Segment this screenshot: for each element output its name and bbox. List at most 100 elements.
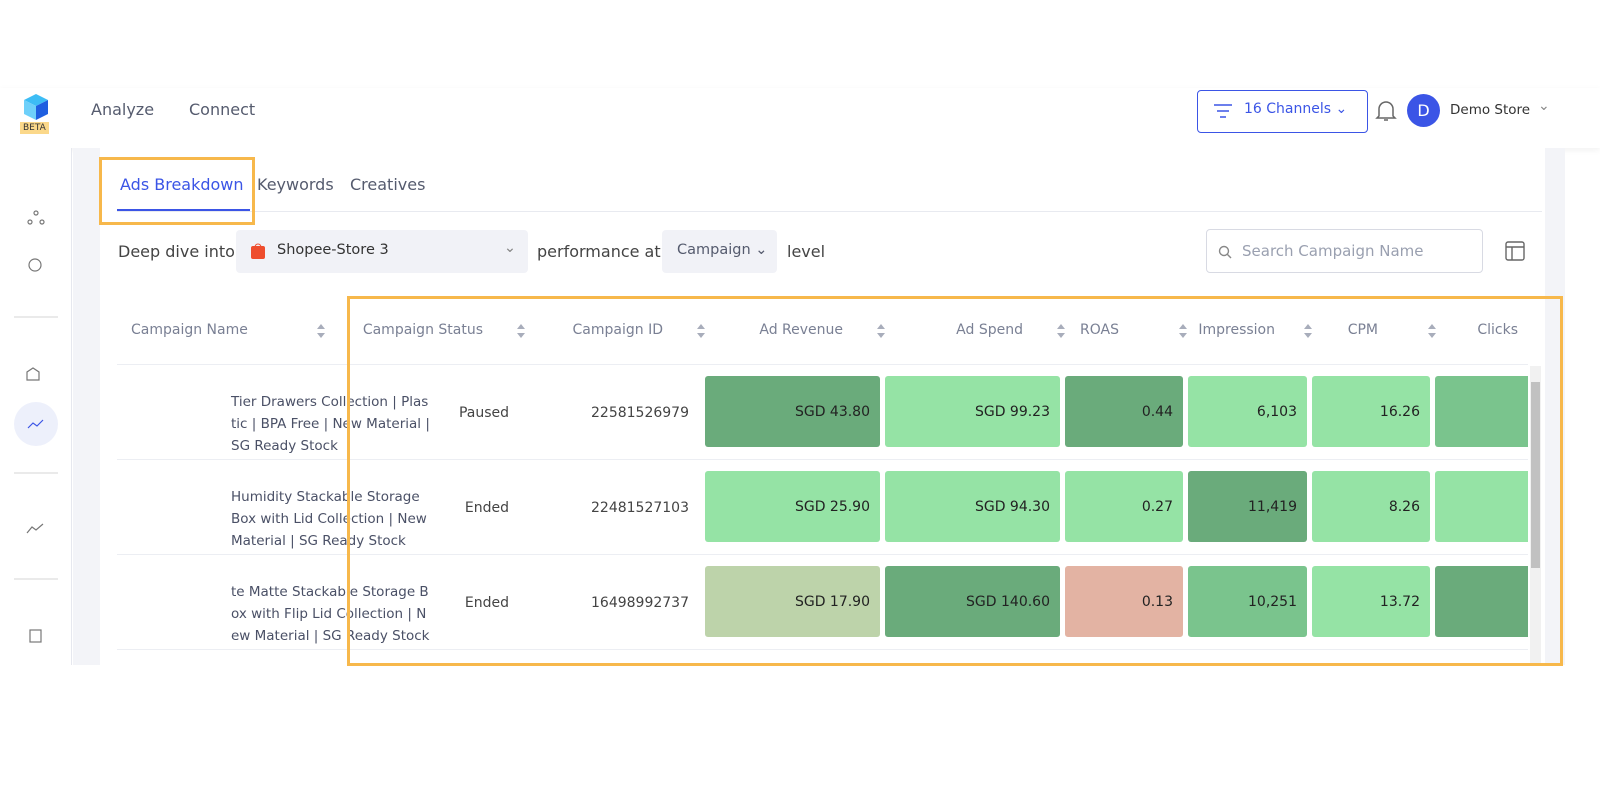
beta-badge: BETA [20, 122, 49, 134]
column-header: ROAS [1080, 322, 1119, 338]
metric-value: SGD 94.30 [974, 498, 1050, 515]
level-select-label: Campaign [677, 242, 751, 258]
nav-link[interactable]: Analyze [91, 100, 155, 119]
campaign-name: Tier Drawers Collection | Plastic | BPA … [231, 394, 430, 454]
campaign-id: 16498992737 [591, 595, 689, 611]
column-header: Impression [1198, 322, 1275, 338]
metric-cell: 10,251 [1188, 566, 1307, 637]
campaign-id: 22581526979 [591, 405, 689, 421]
campaign-status: Paused [458, 405, 509, 421]
sidebar [0, 148, 72, 665]
metric-value: 0.27 [1141, 498, 1173, 515]
highlight-box [347, 296, 1563, 666]
filter-text: level [787, 242, 826, 261]
metric-cell: SGD 17.90 [705, 566, 880, 637]
metric-cell: 0.27 [1065, 471, 1183, 542]
table: Campaign Name Campaign Status Campaign ID A… [100, 148, 1528, 665]
bell-icon[interactable] [1374, 98, 1398, 124]
tab[interactable]: Ads Breakdown [120, 175, 244, 194]
store-select[interactable]: Shopee-Store 3 ⌄ [236, 230, 528, 273]
metric-cell: 13.72 [1312, 566, 1430, 637]
metric-cell [1435, 376, 1528, 447]
metric-value: 0.44 [1141, 403, 1173, 420]
scrollbar-track [1530, 366, 1541, 665]
campaign-status: Ended [464, 595, 509, 611]
metric-cell: 0.44 [1065, 376, 1183, 447]
sort-icon [876, 321, 886, 341]
campaign-id: 22481527103 [591, 500, 689, 516]
metric-cell: SGD 99.23 [885, 376, 1060, 447]
store-name[interactable]: Demo Store [1450, 102, 1531, 118]
column-header: Campaign Status [362, 322, 483, 338]
filter-text: performance at [537, 242, 661, 261]
scrollbar-thumb [1531, 382, 1540, 568]
sort-icon [1303, 321, 1313, 341]
metric-value: 6,103 [1256, 403, 1297, 420]
row-divider [117, 459, 1528, 460]
metric-value: 8.26 [1388, 498, 1420, 515]
sort-icon [1178, 321, 1188, 341]
metric-value: 11,419 [1248, 498, 1297, 515]
sort-icon [1427, 321, 1437, 341]
column-header: CPM [1347, 322, 1378, 338]
tab-underline [117, 209, 250, 211]
metric-value: 0.13 [1141, 593, 1173, 610]
gutter [73, 148, 100, 665]
metric-cell: 8.26 [1312, 471, 1430, 542]
sort-icon [1056, 321, 1066, 341]
channels-button[interactable]: 16 Channels ⌄ [1197, 90, 1368, 133]
metric-cell: 6,103 [1188, 376, 1307, 447]
campaign-name: Humidity Stackable Storage Box with Lid … [231, 489, 427, 549]
filter-icon [1214, 104, 1232, 118]
sort-icon [316, 321, 326, 341]
search-box[interactable]: Search Campaign Name [1206, 229, 1483, 273]
metric-cell: 11,419 [1188, 471, 1307, 542]
logo [24, 94, 48, 120]
metric-value: 16.26 [1379, 403, 1420, 420]
shopee-icon [251, 243, 265, 259]
header-divider [117, 364, 1528, 365]
metric-value: SGD 99.23 [974, 403, 1050, 420]
metric-cell: 0.13 [1065, 566, 1183, 637]
tab[interactable]: Keywords [257, 175, 334, 194]
filter-text: Deep dive into [118, 242, 235, 261]
sort-icon [696, 321, 706, 341]
metric-cell [1435, 566, 1528, 637]
channels-label: 16 Channels [1244, 101, 1332, 117]
column-header: Campaign Name [131, 322, 248, 338]
top-nav: BETA Analyze Connect 16 Channels ⌄ D Dem… [0, 88, 1600, 148]
content-panel: Ads Breakdown Keywords Creatives Deep di… [100, 148, 1545, 665]
campaign-status: Ended [464, 500, 509, 516]
metric-cell: SGD 94.30 [885, 471, 1060, 542]
highlight-box [99, 157, 255, 225]
metric-value: SGD 17.90 [794, 593, 870, 610]
columns-icon[interactable] [1505, 241, 1525, 261]
metric-cell: SGD 43.80 [705, 376, 880, 447]
tab[interactable]: Creatives [350, 175, 426, 194]
metric-value: SGD 25.90 [794, 498, 870, 515]
nav-link[interactable]: Connect [189, 100, 256, 119]
metric-value: SGD 43.80 [794, 403, 870, 420]
row-divider [117, 649, 1528, 650]
metric-value: SGD 140.60 [966, 593, 1050, 610]
metric-cell [1435, 471, 1528, 542]
row-divider [117, 554, 1528, 555]
campaign-name: te Matte Stackable Storage Box with Flip… [231, 584, 430, 644]
column-header: Ad Revenue [759, 322, 843, 338]
level-select[interactable]: Campaign ⌄ [662, 230, 777, 273]
metric-cell: SGD 25.90 [705, 471, 880, 542]
divider [117, 211, 1542, 212]
column-header: Clicks [1477, 322, 1518, 338]
search-placeholder: Search Campaign Name [1242, 242, 1424, 260]
column-header: Ad Spend [956, 322, 1023, 338]
sidebar-icons [14, 210, 58, 643]
chevron: ⌄ [1538, 98, 1550, 114]
store-select-label: Shopee-Store 3 [277, 242, 389, 258]
column-header: Campaign ID [572, 322, 663, 338]
avatar[interactable]: D [1407, 94, 1440, 127]
metric-value: 10,251 [1248, 593, 1297, 610]
search-icon [1218, 245, 1232, 259]
metric-value: 13.72 [1379, 593, 1420, 610]
sort-icon [516, 321, 526, 341]
